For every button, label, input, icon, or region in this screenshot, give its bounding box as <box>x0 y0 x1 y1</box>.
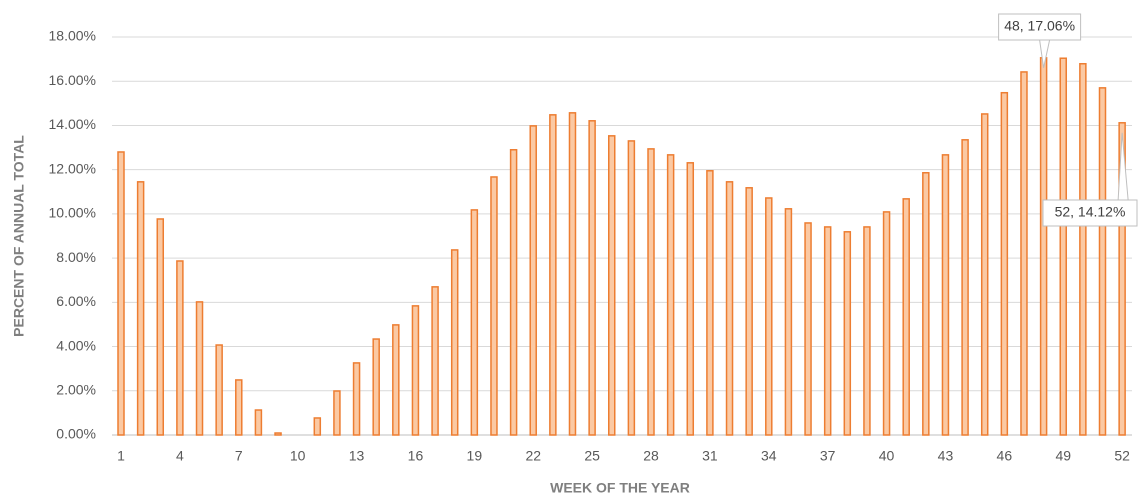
bar <box>902 198 910 436</box>
bar <box>804 222 812 436</box>
bar <box>1020 71 1028 436</box>
y-tick-label: 12.00% <box>49 160 96 176</box>
x-tick-label: 25 <box>584 448 600 464</box>
bar <box>313 417 322 436</box>
x-tick-label: 43 <box>938 448 954 464</box>
x-tick-label: 40 <box>879 448 895 464</box>
x-tick-label: 46 <box>997 448 1013 464</box>
x-tick-label: 22 <box>525 448 541 464</box>
bar <box>1079 63 1087 436</box>
x-axis-title: WEEK OF THE YEAR <box>550 480 690 496</box>
x-tick-label: 37 <box>820 448 836 464</box>
bar <box>235 379 243 436</box>
x-tick-label: 34 <box>761 448 777 464</box>
y-tick-label: 6.00% <box>56 293 96 309</box>
y-tick-label: 0.00% <box>56 426 96 442</box>
bar <box>156 218 165 436</box>
x-tick-label: 1 <box>117 448 125 464</box>
x-tick-label: 13 <box>349 448 365 464</box>
x-tick-label: 52 <box>1114 448 1130 464</box>
bar <box>725 181 734 436</box>
x-tick-label: 49 <box>1055 448 1071 464</box>
bar <box>882 211 891 436</box>
bar <box>195 301 204 436</box>
bar <box>608 135 616 436</box>
bar <box>254 409 263 436</box>
y-tick-label: 10.00% <box>49 205 96 221</box>
bar <box>176 260 184 436</box>
bar <box>784 208 793 436</box>
bar <box>922 172 930 436</box>
bar <box>745 187 753 436</box>
y-tick-label: 18.00% <box>49 28 96 44</box>
bar <box>686 162 695 436</box>
y-axis-title: PERCENT OF ANNUAL TOTAL <box>11 135 27 337</box>
bar <box>941 154 950 436</box>
bar <box>666 154 675 436</box>
data-label: 48, 17.06% <box>1004 18 1075 34</box>
bar <box>490 176 498 436</box>
bar <box>588 120 596 436</box>
x-tick-label: 28 <box>643 448 659 464</box>
callout-leader <box>1117 132 1129 201</box>
x-tick-label: 10 <box>290 448 306 464</box>
callout-box <box>1042 199 1138 227</box>
callout-box <box>998 13 1082 41</box>
x-tick-label: 19 <box>467 448 483 464</box>
y-tick-label: 16.00% <box>49 72 96 88</box>
bar <box>274 432 282 436</box>
bar <box>411 305 420 436</box>
bar <box>1059 57 1067 436</box>
x-tick-label: 31 <box>702 448 718 464</box>
y-tick-label: 14.00% <box>49 116 96 132</box>
bar <box>568 112 577 436</box>
bar <box>765 197 773 436</box>
bar <box>117 151 125 436</box>
bar <box>961 139 969 436</box>
bar <box>706 170 714 436</box>
bar <box>470 209 479 436</box>
y-tick-label: 8.00% <box>56 249 96 265</box>
bar <box>1000 91 1009 436</box>
bar <box>1039 57 1048 436</box>
bar <box>980 113 989 436</box>
bar <box>529 125 537 436</box>
bar <box>450 249 459 436</box>
bar <box>647 148 655 436</box>
data-label: 52, 14.12% <box>1055 204 1126 220</box>
y-tick-label: 4.00% <box>56 337 96 353</box>
y-tick-label: 2.00% <box>56 381 96 397</box>
callout-leader <box>1039 39 1051 68</box>
bar <box>509 149 518 436</box>
bar <box>136 181 145 436</box>
bar <box>431 286 439 436</box>
bar <box>352 362 361 436</box>
bar <box>333 390 341 436</box>
bar <box>627 140 636 436</box>
x-tick-label: 16 <box>408 448 424 464</box>
x-tick-label: 7 <box>235 448 243 464</box>
x-tick-label: 4 <box>176 448 184 464</box>
bar <box>863 226 871 436</box>
bar <box>549 114 557 436</box>
bar <box>372 338 380 436</box>
bar <box>1098 87 1107 436</box>
bar <box>392 324 400 436</box>
bar <box>843 231 852 436</box>
bar <box>215 344 223 436</box>
bar <box>823 226 832 436</box>
bar <box>1118 122 1126 436</box>
